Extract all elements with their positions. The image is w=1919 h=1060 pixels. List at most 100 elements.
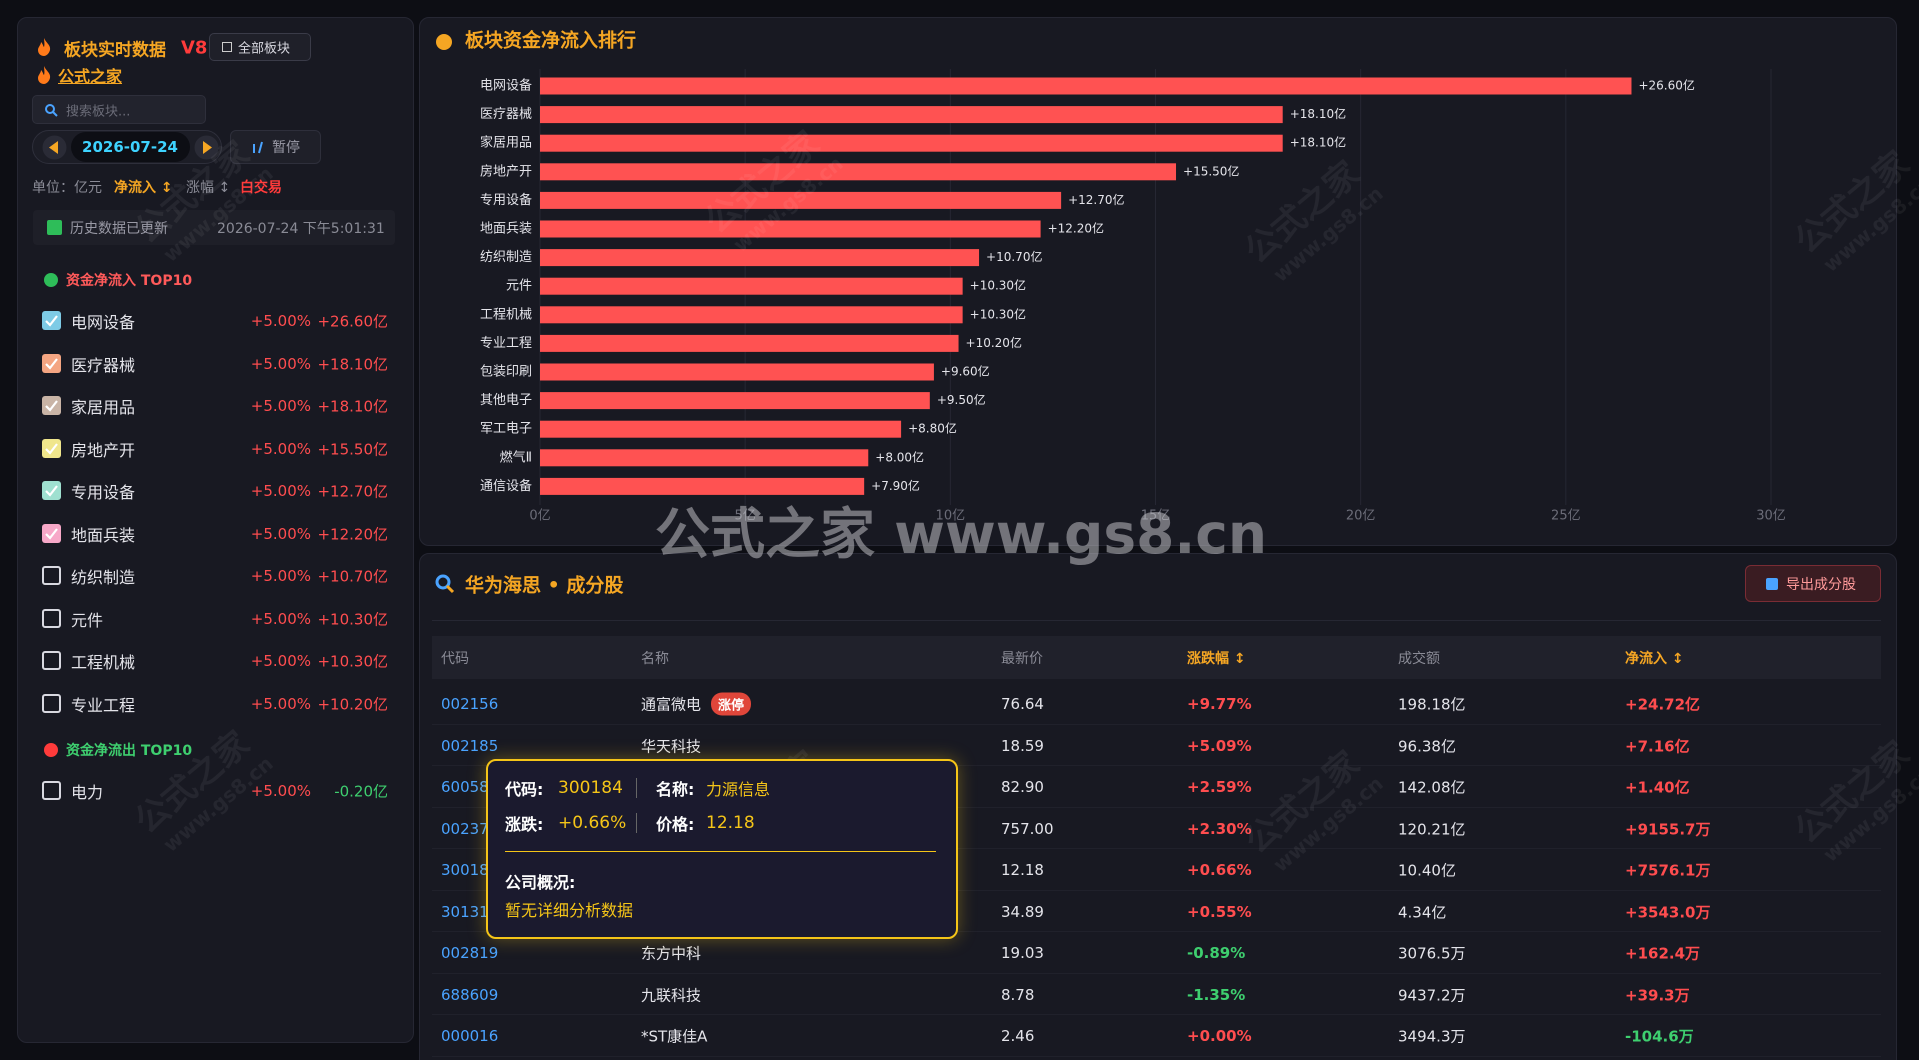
tooltip-label: 涨跌: <box>505 815 544 834</box>
table-row[interactable] <box>432 725 1881 766</box>
check-mark <box>45 357 58 370</box>
stock-change: +5.09% <box>1187 736 1252 755</box>
bar <box>540 449 869 467</box>
table-row[interactable] <box>432 933 1881 974</box>
section-title: 资金净流出 TOP10 <box>66 743 193 759</box>
checkbox[interactable] <box>42 438 61 458</box>
sort-change[interactable]: 涨幅 ↕ <box>186 180 231 196</box>
stock-change: +0.55% <box>1187 902 1252 921</box>
sidebar-title: 板块实时数据 <box>64 40 166 61</box>
y-tick-label: 通信设备 <box>480 478 532 494</box>
sector-change: +5.00% <box>250 652 311 670</box>
pause-icon <box>253 141 263 154</box>
button-label: 导出成分股 <box>1786 577 1856 593</box>
sector-change: +5.00% <box>250 439 311 458</box>
checkbox[interactable] <box>42 651 61 670</box>
history-box <box>33 210 395 245</box>
stock-price: 82.90 <box>1001 778 1044 796</box>
checkbox[interactable] <box>42 523 61 543</box>
checkbox[interactable] <box>42 396 61 415</box>
stock-code: 60058 <box>441 778 489 796</box>
checkbox[interactable] <box>42 608 61 628</box>
timestamp: 2026-07-24 下午5:01:31 <box>217 221 385 237</box>
pause-button[interactable] <box>230 130 321 164</box>
sector-change: +5.00% <box>250 524 311 543</box>
value-label: +9.60亿 <box>941 364 990 379</box>
sector-flow: +10.30亿 <box>317 652 388 671</box>
button-label: 暂停 <box>272 140 300 156</box>
check-mark <box>45 485 58 497</box>
value-label: +12.70亿 <box>1068 192 1124 207</box>
history-check[interactable] <box>47 220 62 235</box>
sector-change: +5.00% <box>250 312 311 330</box>
stock-change: +9.77% <box>1187 695 1252 713</box>
sort-inflow[interactable]: 净流入 ↕ <box>114 180 173 196</box>
column-header: 最新价 <box>1001 651 1043 667</box>
bar-chart: 板块资金净流入排行 0亿 5亿 10亿 15亿 20亿 25亿 30亿 电网设备 +26.60亿医… <box>436 29 1786 524</box>
tooltip-label: 名称: <box>656 780 695 799</box>
stock-amount: 3494.3万 <box>1398 1027 1466 1046</box>
stock-amount: 142.08亿 <box>1398 778 1466 797</box>
table-row[interactable] <box>432 684 1881 725</box>
column-header[interactable]: 涨跌幅 ↕ <box>1187 651 1246 667</box>
column-header[interactable]: 净流入 ↕ <box>1625 651 1684 667</box>
outflow-dot <box>44 743 58 757</box>
stock-price: 34.89 <box>1001 902 1044 921</box>
checkbox[interactable] <box>42 693 61 713</box>
table-row[interactable] <box>432 974 1881 1015</box>
stock-code: 002156 <box>441 695 499 713</box>
stock-flow: -104.6万 <box>1625 1027 1694 1046</box>
stock-name: *ST康佳A <box>641 1027 708 1046</box>
value-label: +26.60亿 <box>1638 78 1694 93</box>
value-label: +8.80亿 <box>908 421 957 436</box>
tooltip-value: 力源信息 <box>706 780 771 799</box>
sector-change: +5.00% <box>250 609 311 628</box>
stock-amount: 9437.2万 <box>1398 986 1466 1004</box>
stock-price: 18.59 <box>1001 736 1044 755</box>
y-tick-label: 包装印刷 <box>480 365 532 380</box>
bar <box>540 220 1041 238</box>
date-value: 2026-07-24 <box>82 138 178 156</box>
checkbox[interactable] <box>42 311 61 330</box>
value-label: +10.30亿 <box>970 278 1026 293</box>
all-sectors-button[interactable] <box>209 33 311 61</box>
sector-name: 电力 <box>71 783 104 802</box>
sector-name: 专用设备 <box>71 483 136 502</box>
sector-name: 元件 <box>71 610 104 630</box>
watermark-main: 公式之家 www.gs8.cn <box>655 502 1267 566</box>
checkbox[interactable] <box>42 781 61 800</box>
stock-name: 通富微电 <box>641 695 702 714</box>
stock-price: 76.64 <box>1001 695 1044 713</box>
table-icon <box>435 574 455 594</box>
search-box[interactable] <box>32 95 206 124</box>
tooltip-value: +0.66% <box>558 813 627 833</box>
sector-flow: +15.50亿 <box>317 440 388 458</box>
stock-price: 12.18 <box>1001 861 1044 879</box>
table-row[interactable] <box>432 850 1881 891</box>
table-row[interactable] <box>432 891 1881 932</box>
table-title: 华为海思 • 成分股 <box>465 574 624 597</box>
stock-price: 2.46 <box>1001 1027 1035 1045</box>
x-tick-label: 0亿 <box>529 509 550 524</box>
stock-flow: +9155.7万 <box>1625 820 1711 838</box>
tooltip <box>486 759 958 939</box>
value-label: +18.10亿 <box>1290 135 1346 150</box>
prev-date-button[interactable] <box>42 135 67 160</box>
next-date-button[interactable] <box>194 135 219 160</box>
sector-flow: +12.20亿 <box>317 525 388 543</box>
stock-flow: +39.3万 <box>1625 986 1690 1004</box>
x-tick-label: 10亿 <box>936 509 966 524</box>
table-row[interactable] <box>432 1016 1881 1057</box>
checkbox[interactable] <box>42 566 61 585</box>
value-label: +18.10亿 <box>1290 106 1346 121</box>
stock-change: +0.00% <box>1187 1027 1252 1045</box>
checkbox[interactable] <box>42 481 61 500</box>
mode-label: 白交易 <box>240 180 282 196</box>
bar <box>540 134 1283 152</box>
checkbox[interactable] <box>42 353 61 373</box>
table-row[interactable] <box>432 808 1881 849</box>
stock-amount: 198.18亿 <box>1398 695 1466 714</box>
sector-name: 专业工程 <box>71 695 136 715</box>
table-row[interactable] <box>432 767 1881 808</box>
